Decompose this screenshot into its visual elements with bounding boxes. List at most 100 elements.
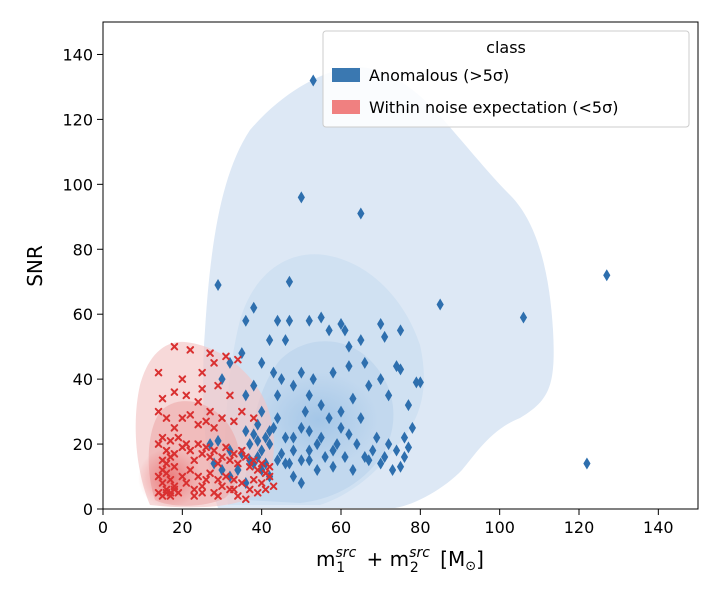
- noise-point: [194, 472, 202, 481]
- noise-point: [154, 407, 163, 416]
- anomalous-point: [396, 460, 405, 473]
- anomalous-point: [381, 330, 389, 343]
- noise-point: [253, 466, 262, 474]
- noise-point: [261, 485, 270, 494]
- noise-point: [162, 414, 171, 422]
- anomalous-point: [392, 444, 401, 457]
- noise-point: [214, 381, 222, 390]
- x-tick-label: 0: [98, 518, 108, 537]
- anomalous-point: [357, 207, 365, 220]
- noise-point: [194, 398, 202, 406]
- x-tick-label: 100: [484, 518, 515, 537]
- anomalous-point: [273, 412, 282, 425]
- noise-point: [218, 482, 226, 491]
- anomalous-point: [583, 457, 591, 470]
- x-tick-label: 20: [172, 518, 192, 537]
- anomalous-point: [258, 356, 266, 369]
- anomalous-point: [404, 441, 413, 454]
- anomalous-point: [361, 356, 369, 369]
- anomalous-point: [262, 457, 270, 470]
- anomalous-point: [234, 464, 242, 477]
- anomalous-point: [297, 421, 305, 434]
- anomalous-point: [436, 298, 444, 311]
- anomalous-point: [603, 269, 611, 282]
- anomalous-point: [396, 363, 405, 376]
- x-label-m2: m: [390, 547, 409, 571]
- noise-point: [222, 352, 230, 361]
- anomalous-point: [321, 451, 329, 464]
- noise-point: [249, 414, 258, 422]
- anomalous-point: [365, 379, 373, 392]
- x-axis-label: msrc 1 + msrc 2 [M⊙]: [316, 545, 484, 576]
- anomalous-point: [400, 431, 409, 444]
- anomalous-point: [266, 334, 274, 347]
- noise-point: [170, 424, 179, 432]
- x-tick-label: 80: [410, 518, 430, 537]
- anomalous-point: [297, 477, 305, 490]
- anomalous-point: [266, 438, 274, 451]
- anomalous-point: [250, 379, 258, 392]
- x-label-unit: [M: [434, 547, 465, 571]
- noise-point: [218, 414, 226, 422]
- noise-point: [257, 479, 266, 487]
- noise-point: [238, 446, 246, 455]
- noise-point: [186, 346, 195, 354]
- anomalous-point: [317, 399, 325, 412]
- anomalous-point: [373, 431, 381, 444]
- noise-point: [214, 459, 222, 468]
- anomalous-point: [250, 301, 258, 314]
- y-tick-label: 40: [73, 370, 93, 389]
- noise-point: [158, 394, 167, 403]
- anomalous-point: [305, 425, 313, 438]
- noise-point: [166, 453, 175, 461]
- anomalous-point: [269, 366, 278, 379]
- anomalous-point: [329, 460, 337, 473]
- anomalous-point: [325, 324, 333, 337]
- anomalous-point: [258, 444, 266, 457]
- noise-point: [218, 453, 226, 461]
- y-tick-label: 20: [73, 435, 93, 454]
- anomalous-point: [277, 447, 286, 460]
- noise-point: [265, 462, 274, 471]
- noise-point: [154, 368, 163, 377]
- noise-point: [202, 443, 210, 452]
- noise-point: [257, 459, 266, 468]
- noise-point: [190, 456, 199, 465]
- noise-point: [249, 456, 258, 465]
- noise-point: [194, 420, 202, 429]
- anomalous-point: [250, 428, 258, 441]
- noise-point: [162, 446, 171, 455]
- anomalous-point: [285, 314, 294, 327]
- kde-anomalous-core: [258, 372, 378, 468]
- x-tick-label: 60: [331, 518, 351, 537]
- noise-point: [186, 411, 195, 419]
- noise-point: [182, 391, 191, 400]
- noise-point: [206, 349, 214, 357]
- noise-point: [158, 479, 167, 487]
- legend: class Anomalous (>5σ) Within noise expec…: [322, 30, 690, 128]
- anomalous-point: [337, 405, 345, 418]
- noise-point: [226, 456, 234, 465]
- noise-point: [230, 450, 238, 458]
- y-tick-label: 60: [73, 305, 93, 324]
- noise-point: [206, 453, 214, 461]
- anomalous-point: [385, 389, 393, 402]
- anomalous-point: [242, 314, 250, 327]
- anomalous-point: [214, 278, 222, 291]
- y-tick-label: 0: [83, 500, 93, 519]
- noise-point: [166, 437, 175, 445]
- noise-point: [178, 375, 187, 383]
- x-label-sun: ⊙: [465, 559, 476, 574]
- noise-point: [154, 440, 163, 448]
- anomalous-point: [377, 317, 385, 330]
- anomalous-point: [262, 431, 270, 444]
- anomalous-point: [281, 431, 290, 444]
- anomalous-point: [365, 454, 373, 467]
- anomalous-point: [345, 340, 353, 353]
- noise-point: [234, 355, 242, 364]
- anomalous-point: [226, 444, 234, 457]
- x-tick-label: 40: [251, 518, 271, 537]
- noise-point: [202, 417, 210, 426]
- noise-point: [154, 472, 163, 481]
- noise-point: [194, 440, 202, 448]
